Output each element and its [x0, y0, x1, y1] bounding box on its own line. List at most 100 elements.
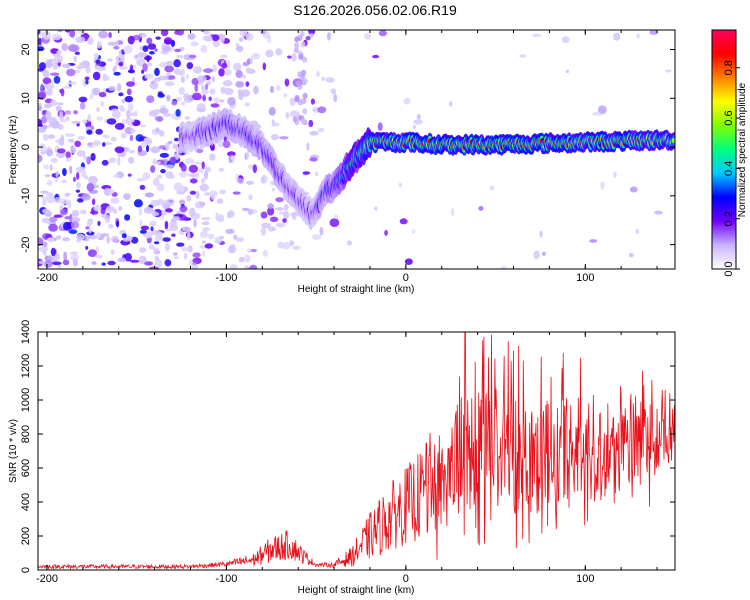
heatmap-cell: [150, 146, 161, 154]
heatmap-cell: [172, 143, 176, 150]
heatmap-cell: [164, 81, 175, 87]
heatmap-cell: [113, 71, 121, 76]
heatmap-cell: [76, 233, 85, 241]
heatmap-cell: [299, 98, 305, 105]
heatmap-cell: [171, 233, 176, 237]
heatmap-cell: [78, 96, 88, 103]
heatmap-cell: [147, 62, 153, 67]
heatmap-cell: [202, 227, 211, 232]
snr-panel: -200 -100 0 100 0 200 400 600 800 1000 1200 1400 H…: [8, 320, 676, 596]
heatmap-cell: [378, 30, 387, 37]
heatmap-cell: [70, 221, 80, 229]
heatmap-cell: [195, 191, 200, 199]
heatmap-cell: [302, 78, 308, 85]
heatmap-cell: [42, 241, 48, 248]
heatmap-cell: [302, 92, 308, 99]
heatmap-cell: [146, 54, 150, 63]
heatmap-cell: [38, 154, 43, 163]
heatmap-cell: [129, 64, 134, 74]
heatmap-cell: [121, 98, 126, 104]
heatmap-cell: [333, 93, 338, 103]
heatmap-cell: [38, 62, 47, 71]
heatmap-cell: [239, 30, 248, 37]
heatmap-cell: [86, 129, 93, 135]
heatmap-cell: [38, 102, 43, 112]
spectrogram-ytick-label: -10: [20, 188, 32, 204]
heatmap-cell: [148, 50, 155, 55]
heatmap-cell: [262, 249, 268, 257]
heatmap-cell: [279, 136, 289, 140]
heatmap-cell: [317, 127, 325, 133]
heatmap-cell: [116, 220, 120, 228]
heatmap-cell: [118, 206, 122, 211]
heatmap-cell: [275, 197, 284, 203]
heatmap-cell: [114, 146, 125, 154]
heatmap-cell: [77, 136, 86, 141]
heatmap-cell: [282, 210, 290, 220]
heatmap-cell: [96, 66, 106, 72]
spectrogram-xlabel: Height of straight line (km): [298, 284, 415, 295]
heatmap-cell: [142, 63, 148, 72]
heatmap-cell: [38, 30, 41, 35]
heatmap-cell: [49, 164, 53, 171]
heatmap-cell: [613, 32, 621, 41]
heatmap-cell: [247, 164, 255, 170]
heatmap-cell: [158, 130, 165, 137]
heatmap-cell: [142, 45, 149, 53]
heatmap-cell: [85, 226, 90, 230]
heatmap-cell: [50, 99, 58, 107]
heatmap-cell: [295, 80, 301, 87]
heatmap-cell: [102, 73, 108, 82]
heatmap-cell: [330, 88, 337, 95]
heatmap-cell: [191, 77, 199, 86]
heatmap-cell: [71, 120, 81, 124]
heatmap-cell: [56, 50, 62, 54]
heatmap-cell: [124, 252, 132, 262]
heatmap-cell: [173, 68, 181, 75]
heatmap-cell: [224, 69, 232, 76]
heatmap-cell: [127, 156, 135, 164]
heatmap-cell: [204, 192, 211, 196]
heatmap-cell: [184, 157, 195, 165]
heatmap-cell: [197, 75, 207, 83]
heatmap-cell: [225, 228, 235, 235]
heatmap-cell: [181, 226, 192, 232]
heatmap-cell: [201, 85, 206, 91]
heatmap-cell: [48, 117, 58, 125]
heatmap-cell: [41, 115, 48, 124]
heatmap-cell: [363, 33, 372, 40]
heatmap-cell: [134, 54, 138, 58]
heatmap-cell: [275, 85, 281, 91]
heatmap-cell: [374, 206, 378, 211]
heatmap-cell: [141, 141, 146, 148]
heatmap-cell: [189, 178, 198, 184]
heatmap-cell: [87, 249, 97, 258]
snr-ytick-label: 0: [20, 567, 32, 573]
heatmap-cell: [238, 37, 244, 42]
heatmap-cell: [82, 155, 88, 160]
heatmap-cell: [245, 81, 250, 87]
heatmap-cell: [242, 207, 250, 212]
heatmap-cell: [649, 30, 659, 35]
heatmap-cell: [126, 88, 132, 96]
heatmap-cell: [628, 252, 634, 258]
heatmap-cell: [249, 248, 257, 253]
heatmap-cell: [149, 266, 159, 269]
heatmap-cell: [179, 68, 186, 76]
heatmap-cell: [137, 51, 148, 58]
snr-ytick-label: 600: [20, 459, 32, 477]
heatmap-cell: [179, 199, 186, 206]
heatmap-cell: [60, 88, 65, 97]
heatmap-cell: [271, 187, 276, 192]
heatmap-cell: [317, 106, 327, 114]
heatmap-cell: [42, 250, 47, 256]
heatmap-cell: [153, 241, 160, 245]
heatmap-cell: [107, 75, 111, 81]
heatmap-cell: [221, 62, 228, 69]
heatmap-cell: [73, 110, 78, 115]
heatmap-cell: [42, 77, 52, 85]
heatmap-cell: [86, 156, 92, 165]
heatmap-cell: [235, 81, 245, 88]
heatmap-cell: [289, 97, 296, 107]
